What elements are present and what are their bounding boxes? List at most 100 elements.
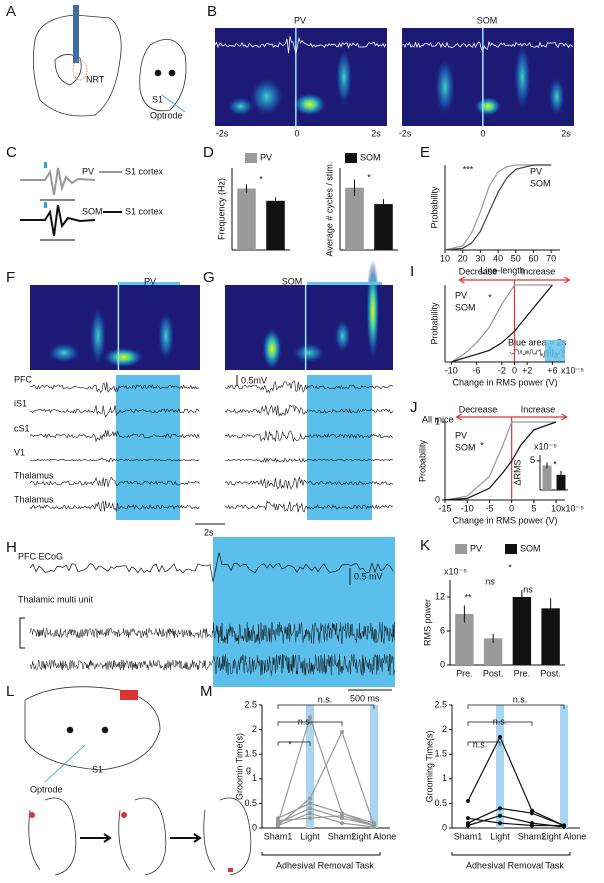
stray-letter: g: [246, 764, 251, 774]
eeg-trace: [29, 405, 200, 418]
annotation: *: [288, 739, 292, 749]
panel-label: C: [6, 144, 17, 161]
inset-note: Blue area = 2s: [508, 337, 567, 347]
spike-trace: [20, 167, 96, 196]
x-axis-label: Change in RMS power (V): [452, 377, 557, 387]
y-axis-label: ΔRMS: [512, 459, 522, 485]
channel-label: V1: [14, 447, 25, 457]
spectrogram-blob: [292, 342, 326, 364]
x-tick-label: 10: [551, 503, 561, 513]
task-bracket: [451, 852, 571, 856]
y-tick-label: 0: [440, 659, 445, 669]
channel-label: Thalamus: [14, 494, 54, 504]
x-tick-label: -10: [461, 503, 474, 513]
light-window: [116, 375, 180, 520]
line: [450, 284, 553, 363]
spectrogram-blob: [292, 92, 327, 117]
eeg-trace: [29, 382, 200, 394]
annotation: Increase: [521, 266, 556, 276]
point: [466, 823, 470, 828]
spectrogram-blob: [335, 47, 353, 107]
y-tick-label: 1: [435, 416, 440, 426]
x-tick-label: 50: [511, 253, 521, 263]
eeg-trace: [224, 380, 394, 394]
legend-label: PV: [530, 166, 542, 176]
y-axis-label: Probability: [429, 186, 439, 229]
line: [444, 164, 552, 251]
x-tick-label: +6: [547, 365, 557, 375]
light-bar: [307, 282, 382, 285]
eeg-trace: [224, 404, 394, 418]
panel-title: SOM: [477, 15, 498, 25]
y-axis-label: RMS power: [422, 599, 432, 646]
point: [340, 821, 344, 826]
annotation: *: [367, 172, 371, 182]
spectrogram-blob: [513, 42, 532, 112]
y-tick-label: 2: [252, 724, 257, 734]
y-tick-label: 0: [435, 494, 440, 504]
bar: [374, 204, 393, 250]
line: [444, 421, 557, 501]
region-label: S1 cortex: [125, 206, 164, 216]
panel-label: H: [6, 539, 17, 556]
eeg-trace: [29, 500, 200, 513]
mouse-sketch: [24, 686, 252, 876]
scale-label: 0.5mV: [241, 375, 267, 385]
point: [308, 715, 312, 720]
spectrogram-blob: [157, 310, 175, 362]
spectrogram-blob: [227, 96, 255, 117]
line: [277, 807, 375, 827]
line: [277, 730, 375, 826]
point: [498, 806, 502, 811]
annotation: *: [508, 562, 512, 572]
bar: [483, 638, 503, 665]
line: [277, 715, 375, 827]
line: [277, 815, 375, 827]
panel-title: SOM: [282, 276, 303, 286]
task-label: Adhesival Removal Task: [276, 860, 374, 870]
legend-label: SOM: [455, 442, 476, 452]
x-tick-label: Pre.: [456, 668, 473, 678]
point: [466, 816, 470, 821]
y-axis-label: Frequency (Hz): [216, 178, 226, 240]
panel-label: A: [6, 3, 16, 20]
x-tick-label: Post.: [483, 668, 504, 678]
annotation: n.s.: [513, 694, 528, 704]
sig-bracket: [467, 741, 501, 746]
panel-label: J: [410, 399, 418, 416]
legend-swatch: [345, 153, 357, 163]
stim-mark: [44, 202, 47, 208]
point: [530, 823, 534, 828]
panel-label: L: [6, 683, 14, 700]
sig-bracket: [467, 704, 565, 709]
annotation: ns: [523, 584, 533, 594]
bar: [541, 608, 560, 665]
x-tick-label: 5: [531, 503, 536, 513]
point: [340, 813, 344, 818]
note: All mice: [422, 414, 454, 424]
point: [308, 806, 312, 811]
signal-trace: [401, 40, 574, 51]
x-tick-label: 20: [458, 253, 468, 263]
mua-trace: [30, 653, 396, 676]
region-label: S1: [152, 94, 163, 104]
x-tick-label: -15: [438, 503, 451, 513]
point: [308, 796, 312, 801]
annotation: Decrease: [459, 404, 498, 414]
legend-label: SOM: [455, 302, 476, 312]
x-tick-label: Light Alone: [352, 831, 397, 841]
y-axis-label: Average # cycles / stim.: [324, 162, 334, 257]
line: [467, 807, 565, 827]
light-bar: [118, 282, 180, 285]
spectrogram-blob: [103, 347, 144, 368]
point: [308, 811, 312, 816]
point: [308, 816, 312, 821]
eeg-trace: [29, 476, 200, 487]
x-tick-label: Pre.: [514, 668, 531, 678]
point: [466, 798, 470, 803]
bar: [542, 465, 552, 490]
legend-swatch: [455, 544, 467, 554]
sig-bracket: [467, 721, 533, 726]
